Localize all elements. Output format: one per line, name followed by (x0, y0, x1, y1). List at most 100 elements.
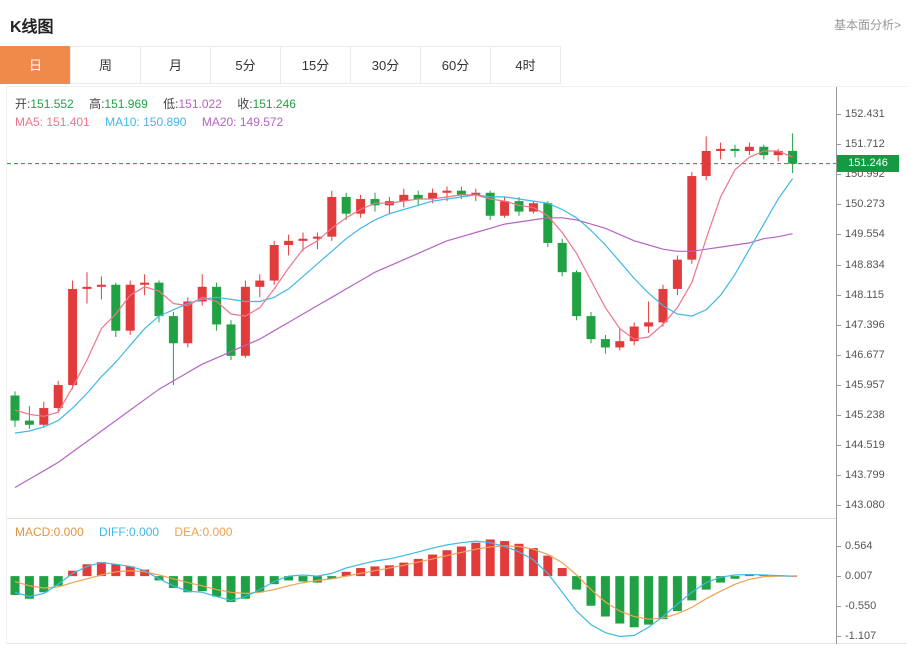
price-axis-label: 145.957 (837, 378, 885, 392)
dea-readout: DEA:0.000 (174, 525, 232, 539)
kline-chart: 151.246 152.431 151.712 150.992 150.273 149.… (6, 86, 907, 644)
candle-body (298, 238, 308, 241)
ma20-value: 149.572 (236, 115, 284, 129)
macd-label: MACD: (15, 525, 54, 539)
macd-bar (140, 569, 150, 577)
tab-4hour[interactable]: 4时 (490, 46, 561, 84)
price-axis-label: 148.834 (837, 258, 885, 272)
macd-bar (327, 576, 337, 579)
ma5-value: 151.401 (43, 115, 90, 129)
price-axis-label: 147.396 (837, 318, 885, 332)
price-axis-label: 149.554 (837, 227, 885, 241)
diff-line (14, 540, 793, 638)
candle-body (10, 395, 20, 421)
macd-bar (284, 576, 294, 581)
macd-bar (687, 576, 697, 601)
tab-week[interactable]: 周 (70, 46, 141, 84)
candle-body (514, 201, 524, 212)
candle-body (24, 420, 34, 425)
tab-day[interactable]: 日 (0, 46, 71, 84)
ma-legend: MA5: 151.401 MA10: 150.890 MA20: 149.572 (15, 115, 295, 129)
candle-body (96, 284, 106, 287)
ma10-readout: MA10: 150.890 (105, 115, 186, 129)
candle-body (600, 339, 610, 348)
tab-60min[interactable]: 60分 (420, 46, 491, 84)
macd-bar (730, 576, 740, 579)
dea-line (14, 545, 793, 620)
tab-month[interactable]: 月 (140, 46, 211, 84)
candle-body (586, 316, 596, 340)
candle-body (442, 190, 452, 193)
candle-body (730, 148, 740, 151)
candle-body (543, 203, 553, 243)
macd-value: 0.000 (53, 525, 84, 539)
macd-bar (39, 576, 49, 593)
candle-body (744, 146, 754, 151)
macd-bar (528, 548, 538, 577)
candle-body (471, 192, 481, 195)
close-value: 151.246 (252, 97, 296, 111)
macd-bar (399, 562, 409, 577)
macd-histogram (10, 539, 798, 628)
tab-5min[interactable]: 5分 (210, 46, 281, 84)
macd-bar (658, 576, 668, 620)
tab-15min[interactable]: 15分 (280, 46, 351, 84)
macd-bar (456, 546, 466, 577)
price-axis-label: 144.519 (837, 438, 885, 452)
ma5-line (14, 150, 793, 418)
candle-body (773, 150, 783, 156)
candle-body (255, 280, 265, 287)
macd-readout: MACD:0.000 (15, 525, 84, 539)
candle-body (572, 272, 582, 317)
tab-30min[interactable]: 30分 (350, 46, 421, 84)
candlestick-chart[interactable] (7, 87, 836, 518)
candle-body (82, 286, 92, 289)
candle-body (615, 341, 625, 348)
candle-body (212, 286, 222, 325)
price-axis-label: 148.115 (837, 288, 884, 302)
macd-bar (471, 542, 481, 577)
macd-bar (24, 576, 34, 599)
macd-bar (428, 554, 438, 577)
macd-bar (183, 576, 193, 593)
candle-body (284, 240, 294, 246)
close-readout: 收:151.246 (237, 97, 296, 111)
ma20-label: MA20: (201, 115, 237, 129)
open-label: 开: (15, 97, 31, 111)
candle-body (413, 194, 423, 200)
candle-body (197, 286, 207, 302)
ma5-readout: MA5: 151.401 (15, 115, 90, 129)
candle-body (500, 201, 510, 216)
macd-bar (672, 576, 682, 612)
macd-axis-label: 0.007 (837, 569, 873, 583)
open-readout: 开:151.552 (15, 97, 74, 111)
high-label: 高: (89, 97, 105, 111)
macd-bar (226, 576, 236, 602)
macd-bar (96, 562, 106, 577)
ma20-readout: MA20: 149.572 (202, 115, 283, 129)
low-value: 151.022 (178, 97, 222, 111)
high-value: 151.969 (104, 97, 148, 111)
macd-chart[interactable] (7, 519, 836, 644)
macd-axis-label: 0.564 (837, 539, 873, 553)
candle-body (168, 316, 178, 344)
open-value: 151.552 (30, 97, 74, 111)
price-axis-label: 146.677 (837, 348, 885, 362)
candle-body (701, 150, 711, 177)
candle-body (356, 199, 366, 214)
candle-body (456, 190, 466, 195)
candle-body (240, 286, 250, 356)
candle-body (226, 324, 236, 356)
ma10-label: MA10: (105, 115, 140, 129)
macd-bar (312, 576, 322, 583)
macd-bar (111, 564, 121, 577)
macd-bar (10, 576, 20, 595)
fundamental-analysis-link[interactable]: 基本面分析> (833, 18, 901, 32)
candle-body (644, 322, 654, 327)
price-axis-label: 143.799 (837, 468, 885, 482)
macd-bar (442, 550, 452, 577)
macd-bar (168, 576, 178, 588)
macd-bar (600, 576, 610, 617)
candle-body (788, 150, 798, 164)
macd-bar (240, 576, 250, 599)
